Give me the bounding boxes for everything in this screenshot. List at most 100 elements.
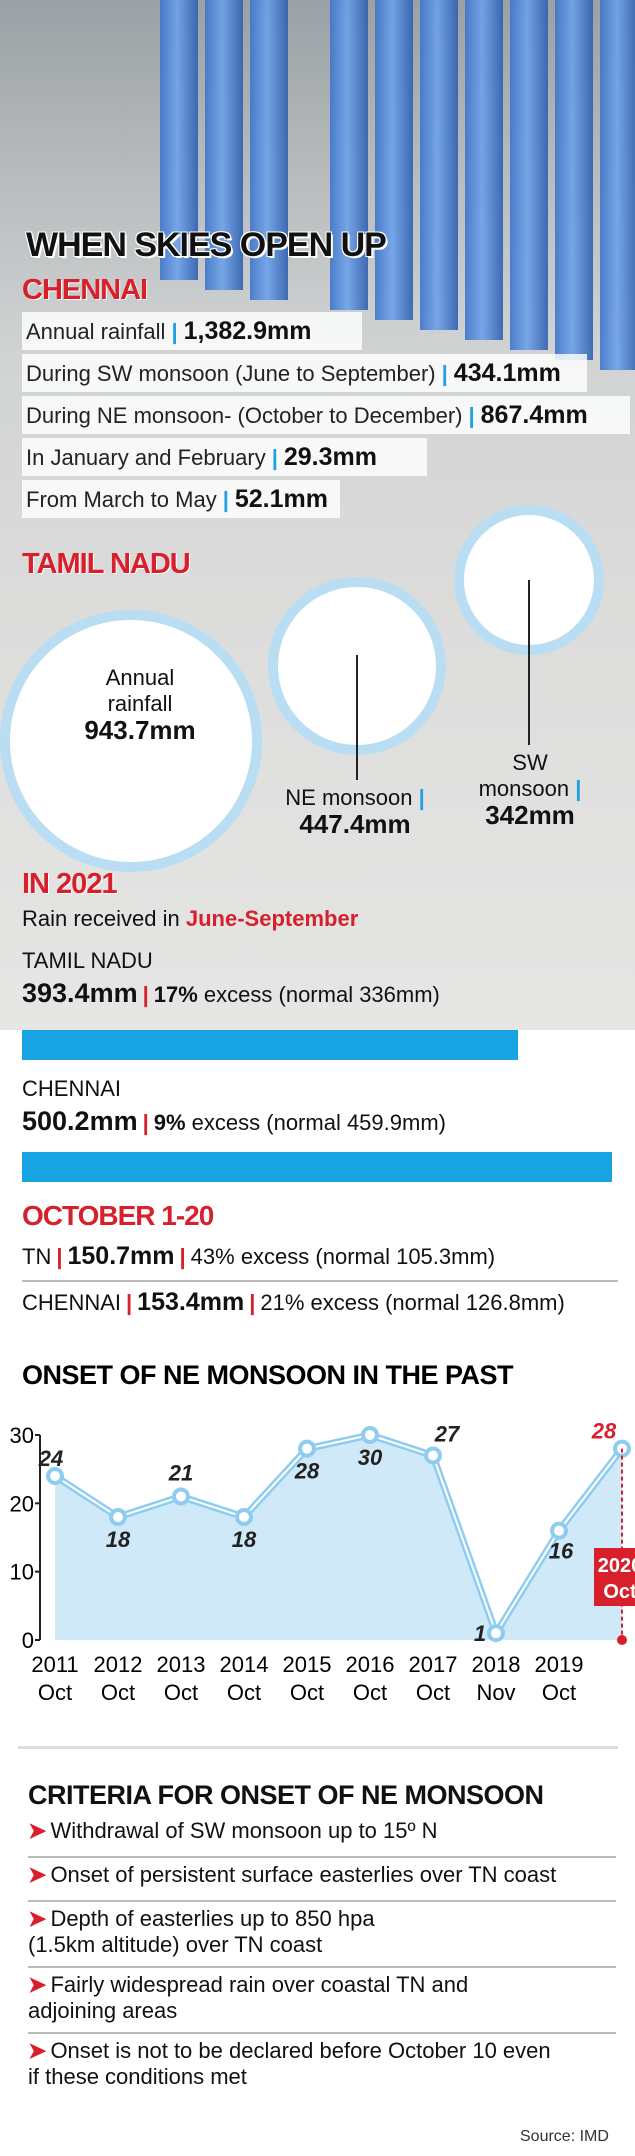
criteria-item: ➤ Depth of easterlies up to 850 hpa (1.5km… — [28, 1906, 608, 1958]
highlight-box — [594, 1548, 635, 1606]
ne-label: NE monsoon — [285, 785, 413, 810]
y-tick-label: 0 — [22, 1628, 34, 1653]
october-heading: OCTOBER 1-20 — [22, 1200, 214, 1231]
annual-label-line1: Annual — [105, 665, 175, 690]
point-label: 16 — [549, 1539, 574, 1564]
point-label: 28 — [294, 1459, 320, 1484]
ne-monsoon-label: NE monsoon | 447.4mm — [285, 785, 425, 839]
criteria-top-rule — [18, 1746, 618, 1749]
data-point — [424, 1446, 442, 1465]
subtitle-prefix: Rain received in — [22, 906, 186, 931]
x-tick-month: Oct — [38, 1680, 72, 1705]
oct-ch-label: CHENNAI — [22, 1290, 122, 1315]
criteria-divider — [28, 1900, 616, 1902]
x-tick-month: Oct — [164, 1680, 198, 1705]
row-value: 1,382.9mm — [183, 317, 312, 345]
row-label: Annual rainfall — [26, 319, 166, 344]
x-tick-month: Oct — [353, 1680, 387, 1705]
ch-2021-value: 500.2mm — [22, 1106, 138, 1136]
tamil-nadu-heading: TAMIL NADU — [22, 548, 191, 580]
subtitle-period: June-September — [185, 906, 359, 931]
x-tick-month: Oct — [227, 1680, 261, 1705]
oct-ch-excess: 21% excess (normal 126.8mm) — [260, 1290, 565, 1315]
x-tick-year: 2018 — [472, 1652, 521, 1677]
data-point — [109, 1508, 127, 1526]
highlight-year: 2020 — [598, 1555, 635, 1577]
x-tick-month: Oct — [416, 1680, 450, 1705]
criteria-line-1: Depth of easterlies up to 850 hpa — [50, 1906, 375, 1931]
chennai-heading: CHENNAI — [22, 274, 148, 306]
annual-rainfall-circle — [0, 610, 262, 872]
row-value: 434.1mm — [453, 359, 561, 387]
oct-ch-row: CHENNAI | 153.4mm | 21% excess (normal 126.8… — [22, 1288, 565, 1316]
chennai-row-ne: During NE monsoon- (October to December)… — [22, 396, 630, 434]
row-value: 29.3mm — [283, 443, 377, 471]
ch-2021-row: 500.2mm | 9% excess (normal 459.9mm) — [22, 1106, 446, 1136]
sw-pointer-line — [528, 580, 530, 745]
criteria-line-2: adjoining areas — [28, 1998, 178, 2023]
tn-2021-excess-text: excess (normal 336mm) — [203, 982, 440, 1007]
criteria-divider — [28, 1856, 616, 1858]
data-point — [46, 1467, 64, 1485]
x-tick-month: Oct — [290, 1680, 324, 1705]
x-tick-month: Oct — [542, 1680, 576, 1705]
x-tick-year: 2014 — [220, 1652, 269, 1677]
arrow-icon: ➤ — [28, 1818, 47, 1843]
chennai-row-annual: Annual rainfall | 1,382.9mm — [22, 312, 362, 350]
x-tick-year: 2016 — [346, 1652, 395, 1677]
row-label: During NE monsoon- (October to December) — [26, 403, 463, 428]
data-point — [613, 1439, 631, 1458]
x-tick-month: Nov — [476, 1680, 515, 1705]
x-tick-year: 2012 — [94, 1652, 143, 1677]
criteria-item: ➤ Onset is not to be declared before Octo… — [28, 2038, 608, 2090]
sw-label-line2: monsoon — [478, 776, 570, 801]
data-point — [550, 1521, 568, 1540]
oct-tn-label: TN — [22, 1244, 52, 1269]
point-label: 21 — [168, 1461, 193, 1486]
highlight-month: Oct — [603, 1581, 635, 1603]
chart-title: ONSET OF NE MONSOON IN THE PAST — [22, 1360, 514, 1390]
oct-divider — [22, 1280, 618, 1282]
tn-2021-row: 393.4mm | 17% excess (normal 336mm) — [22, 978, 440, 1008]
y-tick-label: 10 — [10, 1560, 34, 1585]
x-tick-year: 2011 — [31, 1652, 78, 1677]
onset-chart: ONSET OF NE MONSOON IN THE PAST010203024… — [10, 1360, 635, 1705]
tn-2021-value: 393.4mm — [22, 978, 138, 1008]
row-label: In January and February — [26, 445, 266, 470]
oct-tn-row: TN | 150.7mm | 43% excess (normal 105.3mm) — [22, 1242, 496, 1270]
data-point — [487, 1624, 505, 1643]
arrow-icon: ➤ — [28, 2038, 47, 2063]
in-2021-subtitle: Rain received in June-September — [22, 906, 358, 932]
criteria-title: CRITERIA FOR ONSET OF NE MONSOON — [28, 1780, 544, 1810]
annual-rainfall-label: Annual rainfall 943.7mm — [20, 665, 260, 745]
criteria-item: ➤ Onset of persistent surface easterlies … — [28, 1862, 608, 1888]
y-tick-label: 20 — [10, 1491, 34, 1516]
point-label: 27 — [434, 1422, 461, 1447]
point-label: 28 — [591, 1419, 617, 1444]
data-point — [361, 1426, 379, 1444]
x-tick-year: 2013 — [157, 1652, 206, 1677]
criteria-line-1: Fairly widespread rain over coastal TN a… — [50, 1972, 469, 1997]
ne-value: 447.4mm — [299, 809, 411, 839]
point-label: 18 — [106, 1527, 131, 1552]
chennai-row-jan-feb: In January and February | 29.3mm — [22, 438, 427, 476]
chennai-row-mar-may: From March to May | 52.1mm — [22, 480, 340, 518]
point-label: 30 — [358, 1445, 383, 1470]
criteria-item: ➤ Fairly widespread rain over coastal TN … — [28, 1972, 608, 2024]
ch-2021-bar — [22, 1152, 612, 1182]
x-tick-year: 2019 — [535, 1652, 584, 1677]
criteria-item: ➤ Withdrawal of SW monsoon up to 15º N — [28, 1818, 608, 1844]
row-value: 52.1mm — [234, 485, 328, 513]
row-label: From March to May — [26, 487, 217, 512]
y-tick-label: 30 — [10, 1423, 34, 1448]
highlight-dot — [617, 1635, 627, 1645]
criteria-line-2: (1.5km altitude) over TN coast — [28, 1932, 323, 1957]
x-tick-year: 2017 — [409, 1652, 458, 1677]
ch-2021-excess: 9% — [153, 1110, 186, 1135]
chennai-row-sw: During SW monsoon (June to September) | 43… — [22, 354, 587, 392]
tn-2021-bar — [22, 1030, 518, 1060]
annual-value: 943.7mm — [84, 715, 196, 745]
source-note: Source: IMD — [520, 2128, 609, 2145]
in-2021-heading: IN 2021 — [22, 868, 118, 900]
data-point — [298, 1439, 316, 1458]
